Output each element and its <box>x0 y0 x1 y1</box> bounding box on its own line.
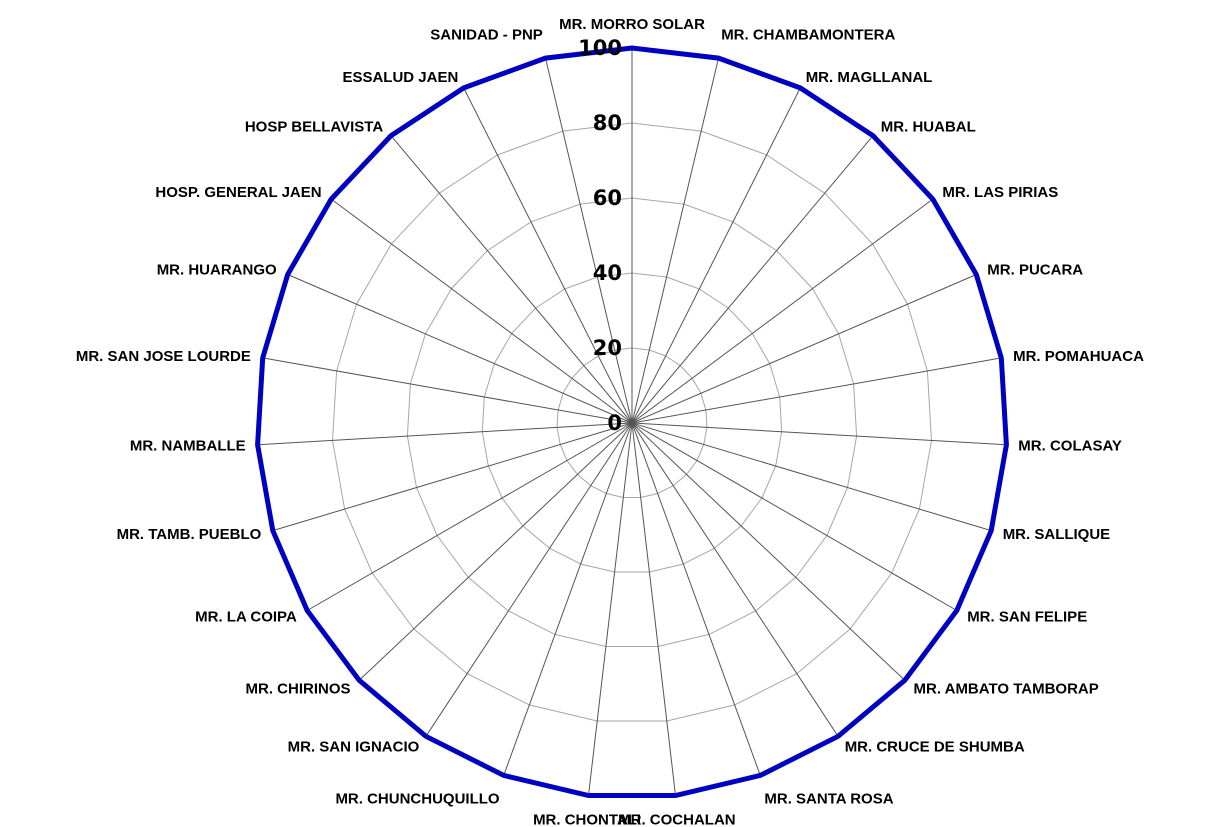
spoke-line <box>631 198 934 424</box>
spoke-line <box>503 422 633 776</box>
tick-label: 60 <box>593 186 622 210</box>
category-label: MR. CHAMBAMONTERA <box>721 26 895 43</box>
spoke-line <box>463 87 633 424</box>
tick-label: 80 <box>593 111 622 135</box>
grid-ring-80 <box>331 122 933 722</box>
category-label: MR. SAN FELIPE <box>967 609 1087 626</box>
category-label: HOSP. GENERAL JAEN <box>155 184 321 201</box>
spoke-line <box>262 357 633 424</box>
spoke-line <box>425 422 633 737</box>
spoke-line <box>631 357 1002 424</box>
spoke-line <box>545 57 633 424</box>
category-label: MR. HUABAL <box>881 119 976 136</box>
spoke-line <box>631 422 906 681</box>
tick-label: 0 <box>607 411 622 435</box>
spoke-line <box>631 57 719 424</box>
spoke-line <box>631 422 839 737</box>
category-label: MR. SANTA ROSA <box>764 791 893 808</box>
spoke-line <box>588 422 633 796</box>
grid-ring-60 <box>406 197 858 647</box>
category-label: MR. COCHALAN <box>618 811 736 827</box>
category-label: MR. LA COIPA <box>195 609 297 626</box>
category-labels: MR. MORRO SOLAR MR. CHAMBAMONTERA MR. MAGL… <box>76 16 1144 827</box>
spoke-line <box>631 422 1007 446</box>
category-label: MR. MAGLLANAL <box>806 69 933 86</box>
tick-label: 20 <box>593 336 622 360</box>
radial-tick-labels: 0 20 40 60 80 100 <box>578 36 622 435</box>
category-label: MR. HUARANGO <box>157 262 277 279</box>
spoke-line <box>287 274 633 424</box>
spoke-line <box>631 422 676 796</box>
category-label: HOSP BELLAVISTA <box>245 119 384 136</box>
radar-grid <box>257 47 1007 796</box>
radar-series <box>255 45 1009 798</box>
category-label: MR. SAN IGNACIO <box>288 738 420 755</box>
spoke-line <box>257 422 633 446</box>
spoke-line <box>631 422 992 532</box>
tick-label: 100 <box>578 36 622 60</box>
spoke-line <box>358 422 633 681</box>
tick-label: 40 <box>593 261 622 285</box>
grid-ring-40 <box>481 272 783 573</box>
category-label: MR. COLASAY <box>1018 438 1122 455</box>
spoke-line <box>272 422 633 532</box>
spoke-line <box>631 135 874 424</box>
category-label: MR. AMBATO TAMBORAP <box>914 681 1099 698</box>
spoke-line <box>631 274 977 424</box>
category-label: SANIDAD - PNP <box>430 26 543 43</box>
category-label: MR. SAN JOSE LOURDE <box>76 348 251 365</box>
category-label: MR. POMAHUACA <box>1013 348 1144 365</box>
spoke-line <box>631 87 801 424</box>
category-label: ESSALUD JAEN <box>342 69 458 86</box>
category-label: MR. LAS PIRIAS <box>942 184 1058 201</box>
spoke-line <box>631 422 761 776</box>
category-label: MR. MORRO SOLAR <box>559 16 705 33</box>
category-label: MR. CRUCE DE SHUMBA <box>845 738 1025 755</box>
category-label: MR. CHUNCHUQUILLO <box>335 791 499 808</box>
spoke-line <box>306 422 633 611</box>
category-label: MR. NAMBALLE <box>130 438 246 455</box>
spoke-line <box>330 198 633 424</box>
spoke-line <box>631 422 958 611</box>
spoke-line <box>390 135 633 424</box>
category-label: MR. CHIRINOS <box>246 681 351 698</box>
grid-ring-20 <box>556 347 708 498</box>
category-label: MR. SALLIQUE <box>1003 526 1110 543</box>
category-label: MR. TAMB. PUEBLO <box>117 526 262 543</box>
category-label: MR. CHONTALI <box>533 811 641 827</box>
series-line-0 <box>255 45 1009 798</box>
category-label: MR. PUCARA <box>987 262 1083 279</box>
